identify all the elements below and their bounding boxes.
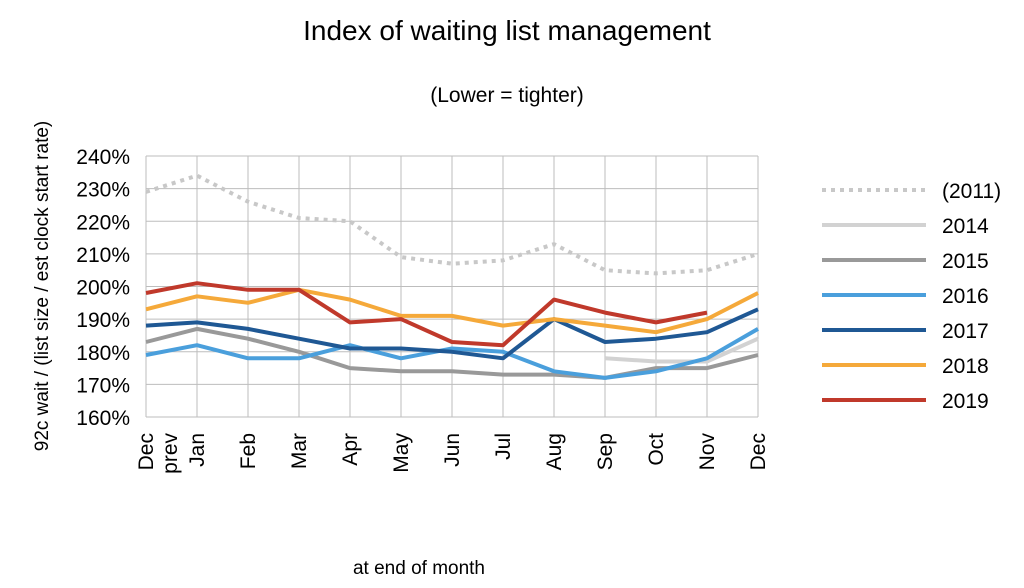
x-tick-label: Jan [186,433,209,467]
x-tick-label: Sep [594,433,617,470]
legend-label: 2019 [942,390,989,413]
legend: (2011) 2014 2015 2016 2017 2018 2019 [822,180,1001,413]
x-tick-label: Apr [339,433,362,466]
series-line-2019 [145,281,708,348]
chart-subtitle: (Lower = tighter) [430,84,583,107]
x-tick-label: Jul [492,433,515,460]
series-line-2017 [145,307,759,361]
x-tick-labels: Decprev Jan Feb Mar Apr May Jun Jul Aug Sep Oct Nov… [135,433,770,474]
x-tick-label: Aug [543,433,566,470]
chart-title: Index of waiting list management [303,15,711,46]
legend-label: (2011) [942,180,1001,203]
y-tick-label: 170% [76,374,130,397]
y-tick-label: 220% [76,211,130,234]
series-line-2018 [145,287,759,335]
legend-label: 2015 [942,250,989,273]
y-tick-label: 240% [76,146,130,169]
series-line-2015 [145,326,759,380]
legend-label: 2017 [942,320,989,343]
x-tick-label: Jun [441,433,464,467]
y-tick-labels: 160% 170% 180% 190% 200% 210% 220% 230% 240% [76,146,130,430]
y-tick-label: 210% [76,244,130,267]
series-line-2014 [604,336,759,364]
x-tick-label: Feb [237,433,260,469]
legend-label: 2018 [942,355,989,378]
legend-label: 2014 [942,215,989,238]
y-tick-label: 200% [76,277,130,300]
x-tick-label: Mar [288,433,311,469]
y-tick-label: 230% [76,179,130,202]
y-tick-label: 190% [76,309,130,332]
series-line-2016 [145,327,759,380]
x-tick-label: Dec [747,433,770,470]
x-tick-label: Oct [645,433,668,466]
series-line-2011 [145,173,759,276]
y-tick-label: 160% [76,407,130,430]
y-tick-label: 180% [76,342,130,365]
legend-label: 2016 [942,285,989,308]
series-lines [145,173,759,380]
y-axis-title: 92c wait / (list size / est clock start … [32,121,53,451]
x-tick-label: Nov [696,433,719,471]
x-tick-label: May [390,433,413,473]
x-axis-title: at end of month [353,558,485,579]
x-tick-label: Decprev [135,433,182,474]
